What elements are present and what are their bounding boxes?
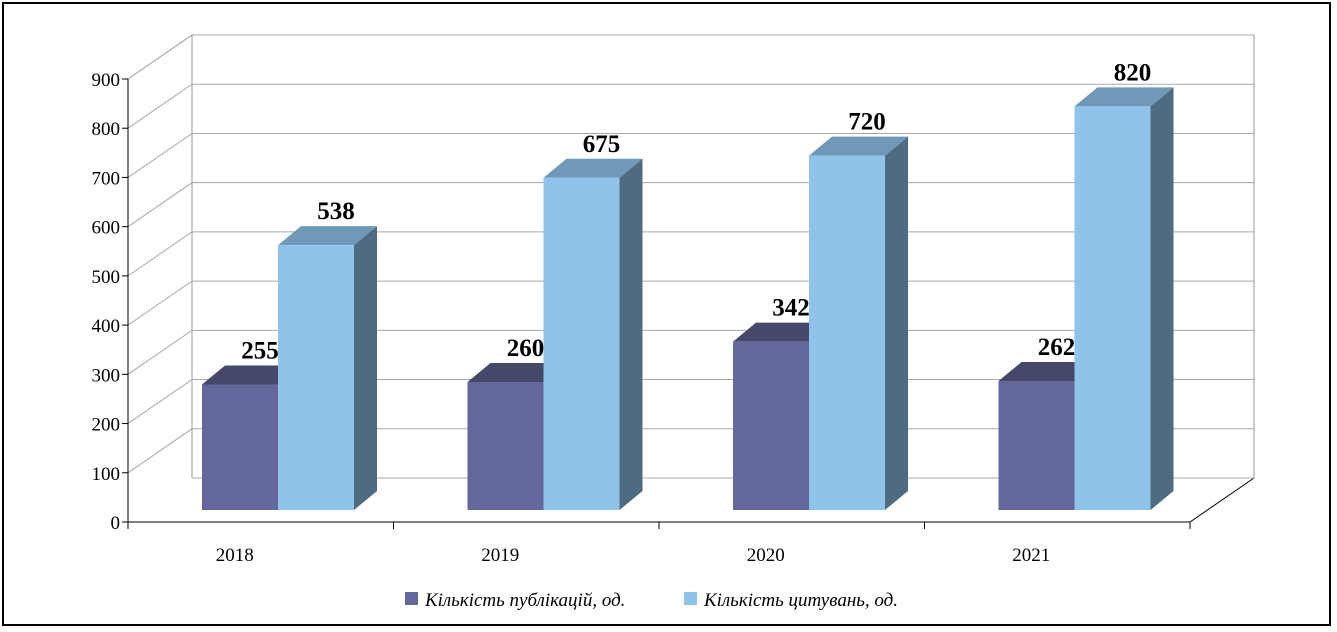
bar-top xyxy=(202,365,301,385)
bar-top xyxy=(1074,87,1174,107)
bar xyxy=(1074,106,1151,510)
y-tick-label: 100 xyxy=(92,464,121,485)
y-tick-label: 200 xyxy=(92,415,121,436)
data-label: 255 xyxy=(241,337,279,364)
bar xyxy=(733,341,809,510)
y-tick-label: 0 xyxy=(111,513,121,534)
bar-top xyxy=(467,363,567,383)
y-tick-label: 700 xyxy=(92,168,121,189)
bar-side xyxy=(619,158,643,510)
x-tick-label: 2018 xyxy=(216,545,254,566)
data-label: 262 xyxy=(1038,334,1076,361)
side-wall xyxy=(127,34,193,522)
bar xyxy=(467,382,544,510)
legend: Кількість публікацій, од. Кількість цитув… xyxy=(405,590,898,611)
bar-side xyxy=(885,136,908,510)
labels: 0 100 200 300 400 500 600 700 800 900 2018 2019 2020… xyxy=(92,59,1152,566)
bar xyxy=(543,177,620,510)
y-tick-label: 400 xyxy=(92,316,121,337)
bar-side xyxy=(1150,87,1174,510)
legend-swatch xyxy=(684,592,697,605)
gridline xyxy=(127,132,1254,178)
bar xyxy=(809,155,885,510)
data-label: 342 xyxy=(772,295,810,322)
bar-top xyxy=(543,158,643,178)
data-label: 720 xyxy=(848,109,886,136)
y-tick-label: 900 xyxy=(92,70,121,91)
x-tick-label: 2020 xyxy=(747,545,785,566)
bar-chart: 0 100 200 300 400 500 600 700 800 900 2018 2019 2020… xyxy=(92,34,1255,611)
data-label: 538 xyxy=(317,198,355,225)
bar-top xyxy=(809,136,908,156)
y-tick-label: 500 xyxy=(92,267,121,288)
bar-side xyxy=(354,226,377,510)
y-tick-label: 300 xyxy=(92,365,121,386)
bar-top xyxy=(733,322,832,342)
data-label: 675 xyxy=(583,131,621,158)
y-tick-label: 600 xyxy=(92,218,121,239)
legend-label: Кількість цитувань, од. xyxy=(703,590,898,611)
bars xyxy=(202,87,1174,510)
legend-label: Кількість публікацій, од. xyxy=(424,590,625,611)
legend-swatch xyxy=(405,592,418,605)
y-tick-label: 800 xyxy=(92,119,121,140)
gridline xyxy=(127,34,1254,80)
gridline xyxy=(127,83,1254,129)
bar xyxy=(998,381,1075,510)
bar-top xyxy=(998,362,1098,382)
data-label: 820 xyxy=(1114,59,1152,86)
x-tick-label: 2019 xyxy=(481,545,519,566)
bar xyxy=(278,245,354,510)
axes xyxy=(122,78,1191,529)
data-label: 260 xyxy=(507,335,545,362)
x-tick-label: 2021 xyxy=(1012,545,1050,566)
bar xyxy=(202,384,278,510)
bar-top xyxy=(278,226,377,246)
